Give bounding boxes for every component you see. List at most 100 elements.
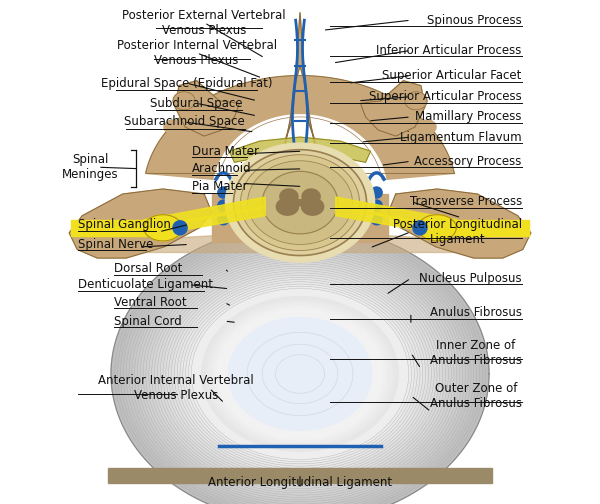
Polygon shape (183, 282, 417, 466)
Polygon shape (69, 189, 212, 258)
Polygon shape (169, 271, 431, 477)
Polygon shape (152, 257, 448, 491)
Polygon shape (405, 92, 427, 110)
Circle shape (371, 200, 382, 211)
Text: Accessory Process: Accessory Process (415, 155, 522, 168)
Text: Mamillary Process: Mamillary Process (415, 110, 522, 123)
Text: Denticuolate Ligament: Denticuolate Ligament (78, 278, 213, 291)
Polygon shape (208, 301, 392, 447)
Text: Ligamentum Flavum: Ligamentum Flavum (400, 131, 522, 144)
Polygon shape (111, 225, 489, 504)
Polygon shape (157, 262, 443, 486)
Polygon shape (149, 255, 451, 493)
Text: Spinal Cord: Spinal Cord (113, 314, 181, 328)
Text: Epidural Space (Epidural Fat): Epidural Space (Epidural Fat) (101, 77, 272, 90)
Polygon shape (217, 309, 383, 439)
Polygon shape (229, 137, 371, 162)
Polygon shape (296, 200, 304, 206)
Polygon shape (137, 246, 463, 502)
Text: Inferior Articular Process: Inferior Articular Process (376, 44, 522, 57)
Polygon shape (228, 318, 372, 430)
Polygon shape (146, 76, 454, 179)
Polygon shape (172, 273, 428, 475)
Polygon shape (164, 120, 182, 134)
Polygon shape (202, 297, 398, 451)
Polygon shape (173, 92, 195, 110)
Text: Transverse Process: Transverse Process (410, 195, 522, 208)
Circle shape (218, 187, 229, 198)
Polygon shape (140, 248, 460, 499)
Text: Anulus Fibrosus: Anulus Fibrosus (430, 306, 522, 319)
Polygon shape (175, 81, 239, 136)
Polygon shape (262, 171, 338, 234)
Text: Inner Zone of
Anulus Fibrosus: Inner Zone of Anulus Fibrosus (430, 339, 522, 367)
Polygon shape (166, 269, 434, 479)
Text: Spinal Ganglion: Spinal Ganglion (78, 218, 171, 231)
Polygon shape (269, 232, 331, 252)
Polygon shape (154, 260, 446, 488)
Text: Dura Mater: Dura Mater (191, 145, 259, 158)
Text: Spinal
Meninges: Spinal Meninges (62, 153, 119, 181)
Polygon shape (418, 120, 436, 134)
Polygon shape (134, 244, 466, 504)
Text: Posterior External Vertebral
Venous Plexus: Posterior External Vertebral Venous Plex… (122, 9, 286, 37)
Polygon shape (180, 280, 420, 468)
Polygon shape (248, 161, 352, 244)
Text: Spinal Nerve: Spinal Nerve (78, 238, 154, 251)
Polygon shape (277, 198, 298, 215)
Text: Outer Zone of
Anulus Fibrosus: Outer Zone of Anulus Fibrosus (430, 382, 522, 410)
Polygon shape (132, 241, 468, 504)
Circle shape (413, 221, 427, 235)
Circle shape (218, 214, 229, 225)
Polygon shape (121, 233, 479, 504)
Polygon shape (191, 288, 409, 460)
Polygon shape (284, 13, 316, 151)
Text: Superior Articular Process: Superior Articular Process (369, 90, 522, 103)
Bar (350, 194, 388, 242)
Text: Subdural Space: Subdural Space (151, 97, 243, 110)
Polygon shape (302, 189, 320, 204)
Polygon shape (233, 150, 367, 256)
Polygon shape (185, 284, 415, 464)
Polygon shape (177, 277, 423, 471)
Circle shape (371, 214, 382, 225)
Text: Pia Mater: Pia Mater (191, 180, 247, 193)
Text: Anterior Internal Vertebral
Venous Plexus: Anterior Internal Vertebral Venous Plexu… (98, 374, 254, 402)
Polygon shape (160, 264, 440, 484)
Polygon shape (118, 230, 482, 504)
Polygon shape (241, 155, 359, 250)
Text: Nucleus Pulposus: Nucleus Pulposus (419, 272, 522, 285)
Text: Subarachnoid Space: Subarachnoid Space (124, 115, 244, 129)
Polygon shape (123, 235, 477, 504)
Polygon shape (214, 306, 386, 442)
Circle shape (173, 221, 187, 235)
Polygon shape (205, 299, 395, 449)
Circle shape (371, 187, 382, 198)
Text: Dorsal Root: Dorsal Root (113, 262, 182, 275)
Circle shape (218, 200, 229, 211)
Polygon shape (211, 304, 389, 444)
Polygon shape (129, 239, 471, 504)
Polygon shape (115, 228, 485, 504)
Polygon shape (175, 275, 425, 473)
Polygon shape (144, 215, 182, 241)
Polygon shape (388, 189, 531, 258)
Polygon shape (126, 237, 474, 504)
Text: Arachnoid: Arachnoid (191, 162, 251, 175)
Text: Superior Articular Facet: Superior Articular Facet (382, 69, 522, 82)
Polygon shape (361, 81, 425, 136)
Polygon shape (226, 143, 374, 262)
Bar (212, 194, 250, 242)
Polygon shape (188, 286, 412, 462)
Polygon shape (302, 198, 323, 215)
Polygon shape (280, 189, 298, 204)
Polygon shape (143, 250, 457, 497)
Text: Spinous Process: Spinous Process (427, 14, 522, 27)
Text: Ventral Root: Ventral Root (113, 296, 186, 309)
Polygon shape (163, 266, 437, 482)
Text: Posterior Longitudinal
Ligament: Posterior Longitudinal Ligament (392, 218, 522, 246)
Bar (109, 468, 491, 483)
Polygon shape (146, 253, 454, 495)
Polygon shape (418, 215, 456, 241)
Text: Anterior Longitudinal Ligament: Anterior Longitudinal Ligament (208, 476, 392, 489)
